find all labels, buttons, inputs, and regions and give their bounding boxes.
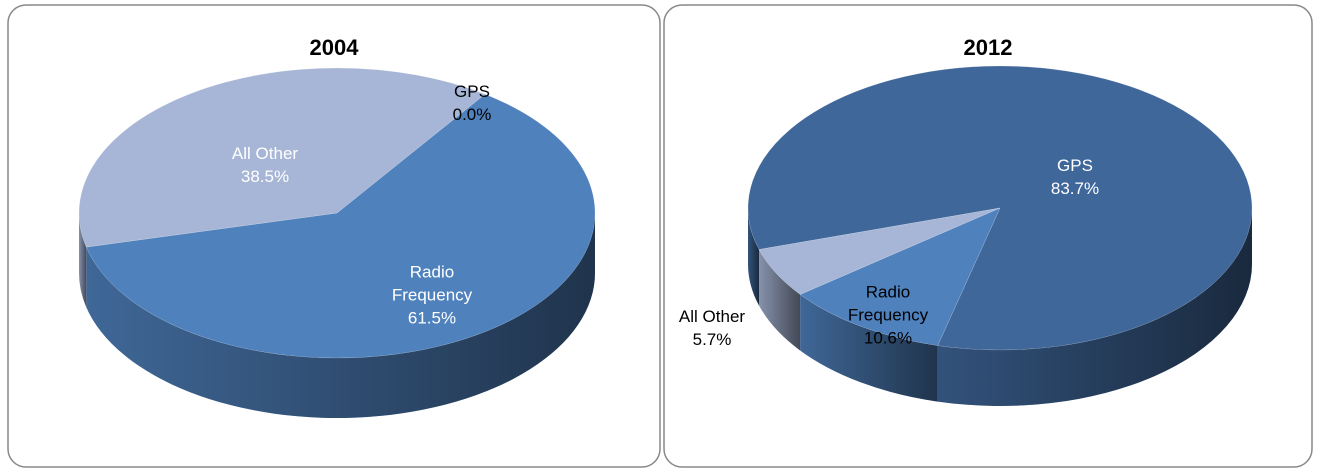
pie-side-shade (86, 213, 595, 418)
pie-slice (78, 67, 486, 248)
pie-slice (799, 207, 1001, 346)
panel (663, 4, 1313, 468)
slice-value: 38.5% (240, 167, 290, 186)
pie-slice (747, 65, 1253, 351)
slice-label: GPS 83.7% (1025, 154, 1125, 200)
slice-name: All Other (231, 144, 299, 163)
pie-slice (85, 93, 596, 359)
pie-side-shade (800, 294, 938, 402)
slice-value: 61.5% (407, 308, 457, 328)
slice-label: All Other 38.5% (215, 142, 315, 188)
slice-value: 0.0% (452, 105, 492, 124)
slice-label: Radio Frequency 10.6% (838, 281, 938, 350)
slice-name: Radio Frequency (847, 282, 929, 325)
slice-label: Radio Frequency 61.5% (382, 261, 482, 330)
pie-side-shade (759, 249, 801, 351)
chart-title: 2004 (310, 35, 360, 60)
chart-title: 2012 (964, 35, 1013, 60)
pie-side-shade (79, 213, 87, 308)
slice-value: 10.6% (863, 328, 913, 348)
pie-slice (758, 207, 1001, 295)
slice-label: All Other 5.7% (662, 305, 762, 351)
slice-value: 5.7% (692, 330, 732, 349)
pie-side-shade (937, 208, 1252, 406)
panel (7, 4, 661, 468)
slice-value: 83.7% (1050, 179, 1100, 198)
slice-label: GPS 0.0% (422, 80, 522, 126)
pie-side-shade (748, 208, 760, 306)
slice-name: All Other (678, 307, 746, 326)
slice-name: Radio Frequency (391, 262, 473, 305)
slice-name: GPS (454, 82, 490, 101)
slice-name: GPS (1057, 156, 1093, 175)
